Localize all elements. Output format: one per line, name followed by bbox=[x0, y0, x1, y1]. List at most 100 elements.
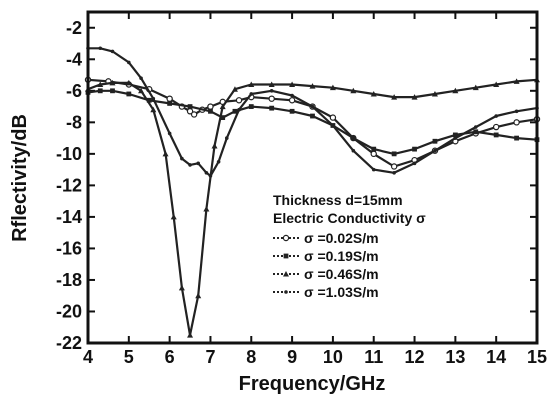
x-tick-label: 13 bbox=[445, 347, 465, 367]
data-point bbox=[269, 89, 274, 93]
data-point bbox=[98, 46, 103, 51]
data-point bbox=[472, 84, 479, 91]
legend-entry: σ =0.02S/m bbox=[273, 230, 379, 246]
x-tick-label: 6 bbox=[165, 347, 175, 367]
y-tick-label: -14 bbox=[56, 207, 82, 227]
data-point bbox=[178, 284, 185, 291]
legend-label: σ =0.19S/m bbox=[304, 248, 379, 264]
data-point bbox=[187, 332, 194, 338]
data-point bbox=[138, 87, 145, 94]
data-point bbox=[248, 104, 254, 109]
data-point bbox=[494, 114, 498, 118]
y-tick-label: -12 bbox=[56, 175, 82, 195]
data-point bbox=[170, 213, 177, 220]
x-tick-label: 14 bbox=[486, 347, 506, 367]
x-tick-label: 15 bbox=[527, 347, 547, 367]
legend-entry: σ =0.46S/m bbox=[273, 266, 379, 282]
data-point bbox=[331, 123, 335, 128]
y-tick-label: -18 bbox=[56, 270, 82, 290]
data-point bbox=[473, 129, 479, 135]
data-point bbox=[391, 94, 398, 100]
data-point bbox=[514, 135, 519, 141]
data-point bbox=[513, 119, 520, 126]
data-point bbox=[309, 83, 316, 89]
data-point bbox=[167, 131, 172, 136]
legend-thickness-note: Thickness d=15mm bbox=[273, 192, 403, 208]
data-point bbox=[166, 95, 173, 102]
x-tick-label: 4 bbox=[83, 347, 93, 367]
data-point bbox=[248, 81, 255, 88]
data-point bbox=[151, 96, 156, 101]
data-point bbox=[211, 142, 218, 149]
data-point bbox=[204, 170, 209, 175]
legend-swatch-marker bbox=[284, 290, 288, 294]
data-point bbox=[208, 108, 213, 114]
data-point bbox=[231, 86, 238, 92]
data-point bbox=[452, 87, 459, 94]
data-point bbox=[207, 103, 214, 110]
data-point bbox=[235, 97, 243, 104]
data-point bbox=[232, 108, 238, 114]
data-point bbox=[167, 101, 173, 106]
data-point bbox=[97, 88, 103, 94]
data-point bbox=[493, 132, 499, 138]
series-line bbox=[87, 89, 538, 155]
data-point bbox=[390, 163, 398, 170]
series-4 bbox=[86, 46, 539, 178]
data-point bbox=[288, 97, 296, 104]
data-point bbox=[514, 109, 519, 114]
x-tick-label: 11 bbox=[364, 347, 383, 367]
data-point bbox=[351, 148, 356, 153]
data-point bbox=[350, 135, 356, 141]
data-point bbox=[109, 79, 116, 86]
data-point bbox=[188, 163, 192, 167]
data-point bbox=[433, 148, 437, 153]
x-tick-label: 8 bbox=[246, 347, 256, 367]
y-tick-label: -4 bbox=[66, 49, 82, 69]
data-point bbox=[219, 103, 226, 110]
x-tick-label: 12 bbox=[405, 347, 425, 367]
data-point bbox=[97, 81, 104, 88]
data-point bbox=[370, 150, 377, 158]
axis-ticks: 4 5 6 7 8 9 10 11 12 13 14 15 -2 -4 -6 -8 -10 -12 -14 -16 -1… bbox=[56, 12, 547, 367]
y-tick-label: -8 bbox=[66, 112, 82, 132]
data-point bbox=[162, 150, 169, 157]
y-tick-label: -20 bbox=[56, 301, 82, 321]
data-point bbox=[492, 123, 500, 131]
data-point bbox=[187, 104, 193, 109]
series-line bbox=[88, 47, 538, 177]
y-tick-label: -16 bbox=[56, 238, 82, 258]
data-point bbox=[196, 161, 201, 166]
series-layer bbox=[84, 46, 541, 338]
legend-entries: σ =0.02S/m σ =0.19S/m σ =0.46S/m σ =1.03S/m bbox=[273, 230, 379, 300]
y-tick-label: -6 bbox=[66, 81, 82, 101]
data-point bbox=[371, 146, 377, 152]
legend: Thickness d=15mm Electric Conductivity σ… bbox=[273, 192, 426, 300]
y-axis-title: Rflectivity/dB bbox=[9, 114, 31, 242]
x-tick-label: 5 bbox=[124, 347, 134, 367]
series-line bbox=[87, 78, 538, 337]
data-point bbox=[513, 78, 520, 84]
series-1 bbox=[84, 76, 541, 170]
data-point bbox=[208, 174, 213, 178]
data-point bbox=[493, 81, 500, 88]
x-axis-title: Frequency/GHz bbox=[239, 373, 386, 395]
data-point bbox=[216, 159, 221, 164]
data-point bbox=[110, 88, 115, 94]
legend-entry: σ =0.19S/m bbox=[273, 248, 379, 264]
data-point bbox=[268, 95, 275, 102]
data-point bbox=[371, 167, 376, 172]
data-point bbox=[268, 81, 275, 88]
x-tick-label: 10 bbox=[323, 347, 343, 367]
data-point bbox=[431, 90, 438, 97]
data-point bbox=[237, 107, 241, 112]
plot-frame bbox=[86, 10, 539, 345]
data-point bbox=[220, 115, 226, 121]
x-tick-label: 7 bbox=[205, 347, 215, 367]
data-point bbox=[310, 104, 315, 109]
legend-swatch-marker bbox=[283, 253, 289, 259]
data-point bbox=[473, 125, 478, 129]
data-point bbox=[290, 93, 294, 98]
data-point bbox=[110, 49, 115, 54]
